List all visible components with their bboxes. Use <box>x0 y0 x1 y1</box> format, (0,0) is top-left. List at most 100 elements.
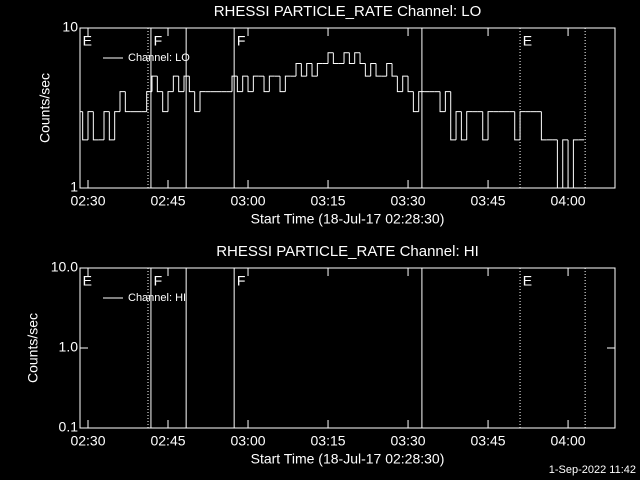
legend-label: Channel: HI <box>128 292 186 304</box>
data-step <box>556 139 563 189</box>
y-tick-label: 1.0 <box>59 339 79 355</box>
data-step <box>487 111 494 140</box>
x-tick-label: 03:30 <box>391 193 426 209</box>
data-step <box>236 76 243 93</box>
data-step <box>242 75 249 92</box>
data-step <box>391 63 398 77</box>
event-label: E <box>523 273 532 289</box>
data-step <box>450 91 457 141</box>
data-step <box>354 52 361 64</box>
data-step <box>124 91 131 113</box>
x-tick-label: 03:45 <box>471 433 506 449</box>
x-tick-label: 03:15 <box>311 193 346 209</box>
x-tick-label: 03:45 <box>471 193 506 209</box>
data-step <box>402 75 409 92</box>
data-step <box>156 76 163 93</box>
x-tick-label: 04:00 <box>551 193 586 209</box>
x-axis-label: Start Time (18-Jul-17 02:28:30) <box>251 211 445 227</box>
y-tick-label: 1 <box>70 179 78 195</box>
y-tick-label: 0.1 <box>59 419 79 435</box>
x-tick-label: 02:30 <box>70 433 105 449</box>
data-step <box>572 139 579 188</box>
data-step <box>247 76 254 93</box>
data-step <box>162 91 169 113</box>
chart-title: RHESSI PARTICLE_RATE Channel: HI <box>216 243 479 260</box>
x-axis-label: Start Time (18-Jul-17 02:28:30) <box>251 451 445 467</box>
data-step <box>114 111 121 140</box>
data-step <box>439 91 446 113</box>
data-step <box>151 75 158 92</box>
data-step <box>562 139 569 188</box>
event-label: E <box>83 33 92 49</box>
data-step <box>252 75 259 92</box>
x-tick-label: 02:45 <box>150 433 185 449</box>
plot-frame <box>79 27 616 189</box>
data-step <box>455 111 462 140</box>
data-step <box>348 52 355 64</box>
data-step <box>519 111 526 140</box>
y-tick-label: 10 <box>62 19 78 35</box>
data-step <box>300 63 307 77</box>
x-tick-label: 04:00 <box>551 433 586 449</box>
event-label: F <box>237 273 246 289</box>
data-step <box>263 76 270 93</box>
data-step <box>183 75 190 92</box>
x-tick-label: 03:15 <box>311 433 346 449</box>
data-step <box>412 91 419 113</box>
data-step <box>172 75 179 92</box>
x-tick-label: 03:00 <box>230 433 265 449</box>
data-step <box>311 63 318 77</box>
data-step <box>92 111 99 141</box>
x-tick-label: 03:30 <box>391 433 426 449</box>
data-step <box>460 111 467 141</box>
data-step <box>567 139 574 189</box>
event-label: F <box>237 33 246 49</box>
data-step <box>370 62 377 77</box>
data-step <box>327 52 334 64</box>
event-label: F <box>154 273 163 289</box>
data-step <box>396 76 403 93</box>
data-step <box>87 111 94 140</box>
data-step <box>194 91 201 113</box>
legend-label: Channel: LO <box>128 52 190 64</box>
data-step <box>332 52 339 64</box>
data-step <box>167 91 174 112</box>
chart-title: RHESSI PARTICLE_RATE Channel: LO <box>214 3 482 20</box>
footer: 1-Sep-2022 11:42 <box>549 464 636 476</box>
data-step <box>268 75 275 92</box>
x-tick-label: 03:00 <box>230 193 265 209</box>
data-step <box>119 91 126 112</box>
event-label: E <box>83 273 92 289</box>
data-step <box>444 91 451 112</box>
data-step <box>108 111 115 141</box>
y-axis-label: Counts/sec <box>37 73 53 143</box>
data-step <box>316 62 323 77</box>
y-tick-label: 10.0 <box>51 259 78 275</box>
data-step <box>295 62 302 77</box>
data-step <box>284 75 291 92</box>
x-tick-label: 02:45 <box>150 193 185 209</box>
data-step <box>407 76 414 93</box>
data-step <box>279 76 286 93</box>
x-tick-label: 02:30 <box>70 193 105 209</box>
data-step <box>178 76 185 93</box>
data-step <box>359 52 366 64</box>
data-step <box>82 111 89 141</box>
y-axis-label: Counts/sec <box>25 313 41 383</box>
data-step <box>103 111 110 140</box>
data-step <box>188 76 195 93</box>
event-label: E <box>523 33 532 49</box>
data-step <box>418 91 425 112</box>
data-step <box>482 111 489 141</box>
data-step <box>386 62 393 77</box>
event-label: F <box>154 33 163 49</box>
data-step <box>466 111 473 140</box>
data-step <box>343 52 350 64</box>
data-step <box>199 91 206 112</box>
data-step <box>306 62 313 77</box>
data-step <box>540 111 547 141</box>
data-step <box>514 111 521 141</box>
data-step <box>375 63 382 77</box>
data-step <box>231 75 238 92</box>
